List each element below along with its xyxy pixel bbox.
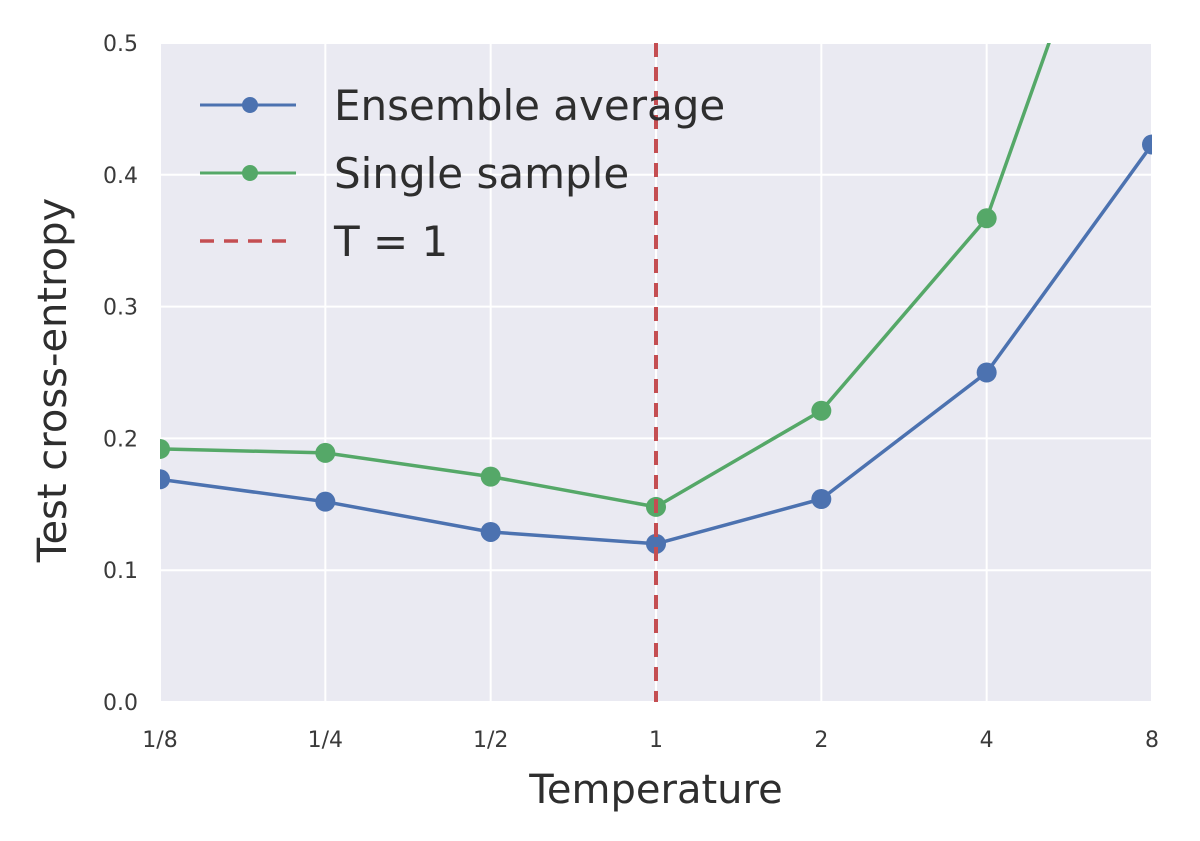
legend-marker-ensemble-average: [242, 97, 258, 113]
x-tick-label: 4: [980, 728, 994, 753]
x-tick-label: 8: [1145, 728, 1159, 753]
data-point-ensemble-average: [976, 362, 997, 383]
y-tick-label: 0.5: [103, 32, 138, 57]
y-axis-label: Test cross-entropy: [30, 198, 76, 563]
y-tick-label: 0.3: [103, 296, 138, 321]
data-point-single-sample: [480, 466, 501, 487]
series-lines: [160, 43, 1152, 702]
x-tick-label: 1/8: [142, 728, 177, 753]
x-tick-label: 2: [814, 728, 828, 753]
legend-label-single-sample: Single sample: [334, 149, 629, 198]
data-point-single-sample: [976, 208, 997, 229]
y-tick-label: 0.4: [103, 164, 138, 189]
y-tick-label: 0.1: [103, 559, 138, 584]
data-point-ensemble-average: [1142, 134, 1152, 155]
x-tick-label: 1/2: [473, 728, 508, 753]
y-tick-label: 0.0: [103, 691, 138, 716]
data-point-ensemble-average: [315, 491, 336, 512]
data-point-single-sample: [160, 438, 170, 459]
y-tick-label: 0.2: [103, 427, 138, 452]
legend-label-ensemble-average: Ensemble average: [334, 81, 725, 130]
legend-label-t-equals-1: T = 1: [333, 217, 448, 266]
data-point-single-sample: [811, 400, 832, 421]
x-tick-label: 1: [649, 728, 663, 753]
data-point-ensemble-average: [811, 489, 832, 510]
data-point-ensemble-average: [480, 521, 501, 542]
data-point-single-sample: [315, 442, 336, 463]
x-tick-label: 1/4: [308, 728, 343, 753]
legend: Ensemble average Single sample T = 1: [200, 81, 725, 266]
data-point-ensemble-average: [160, 469, 170, 490]
data-point-ensemble-average: [646, 533, 666, 554]
legend-marker-single-sample: [242, 165, 258, 181]
x-axis-label: Temperature: [528, 767, 782, 813]
tick-labels: 1/8 1/4 1/2 1 2 4 8 0.0 0.1 0.2 0.3 0.4 0.5: [103, 32, 1159, 753]
